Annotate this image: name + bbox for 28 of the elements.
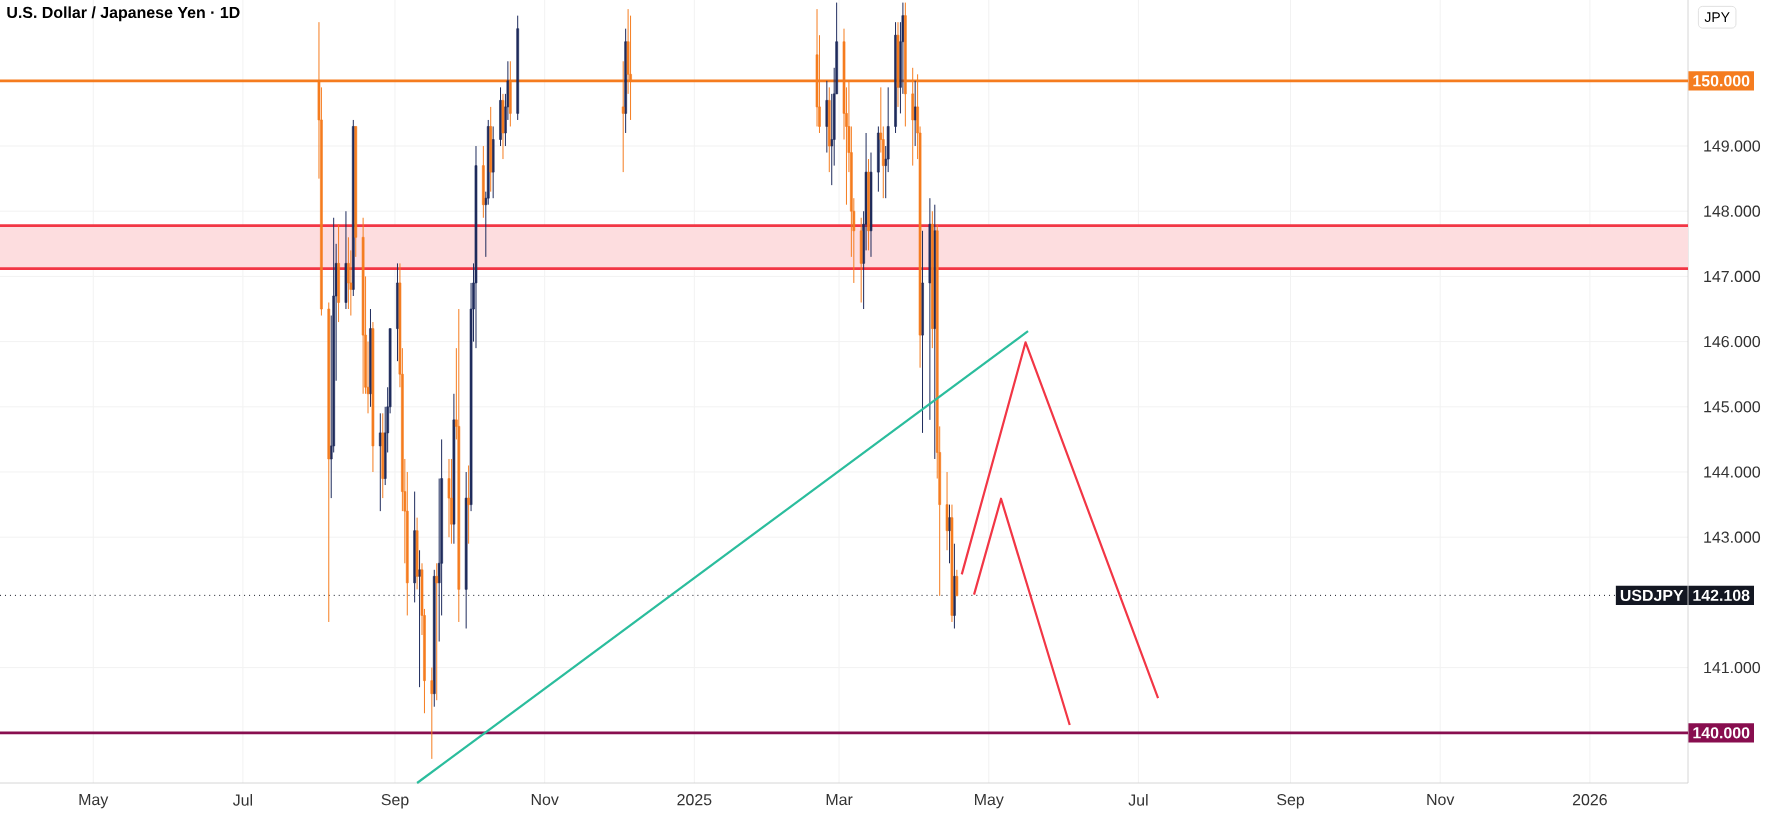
ref-line-label: 150.000 [1693, 75, 1750, 87]
ref-line-label: 140.000 [1693, 727, 1750, 739]
y-tick-label: 146.000 [1704, 335, 1761, 348]
y-tick-label: 147.000 [1704, 270, 1761, 283]
chart-title: U.S. Dollar / Japanese Yen · 1D [7, 6, 240, 22]
x-tick-label: Nov [531, 794, 559, 806]
y-tick-label: 144.000 [1704, 466, 1761, 478]
x-tick-label: 2026 [1572, 794, 1607, 806]
x-tick-label: 2025 [677, 794, 712, 806]
x-tick-label: Sep [381, 794, 409, 809]
candlestick [467, 464, 470, 545]
y-tick-label: 148.000 [1704, 205, 1761, 217]
candlestick [450, 458, 453, 545]
y-tick-label: 145.000 [1704, 401, 1761, 413]
y-axis-title: JPY [1704, 12, 1730, 23]
y-tick-label: 143.000 [1704, 531, 1761, 543]
candlestick [430, 667, 434, 760]
x-tick-label: Sep [1277, 794, 1305, 809]
x-tick-label: Nov [1427, 794, 1455, 806]
y-tick-label: 141.000 [1704, 661, 1761, 674]
x-tick-label: Jul [1128, 794, 1148, 806]
x-tick-label: May [975, 794, 1004, 809]
x-tick-label: Jul [232, 794, 253, 806]
y-tick-label: 149.000 [1704, 140, 1761, 152]
x-tick-label: May [79, 794, 109, 809]
annotation: USDJPY [1620, 589, 1684, 602]
ref-line-label: 142.108 [1693, 589, 1750, 602]
x-tick-label: Mar [826, 794, 853, 806]
